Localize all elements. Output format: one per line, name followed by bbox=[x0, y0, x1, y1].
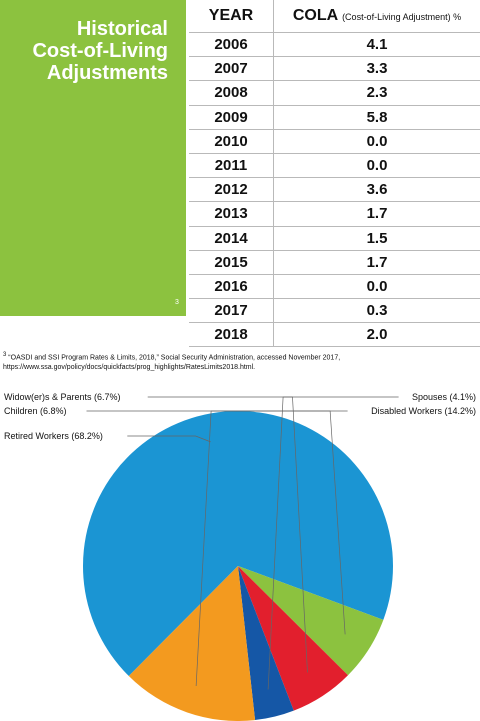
cola-cell: 3.6 bbox=[273, 177, 480, 203]
table-row: 2011 0.0 bbox=[189, 153, 480, 179]
cola-table: YEAR COLA (Cost-of-Living Adjustment) % … bbox=[189, 0, 480, 348]
slice-widowers-parents bbox=[238, 566, 348, 711]
year-header: YEAR bbox=[189, 0, 274, 33]
table-row: 2014 1.5 bbox=[189, 226, 480, 251]
footnote-text: “OASDI and SSI Program Rates & Limits, 2… bbox=[8, 354, 341, 362]
pie-chart: Retired Workers (68.2%) Children (6.8%) Wi… bbox=[4, 392, 476, 721]
year-cell: 2011 bbox=[189, 153, 274, 179]
cola-cell: 0.3 bbox=[273, 298, 480, 324]
footnote-marker-sup: 3 bbox=[3, 352, 7, 358]
pie-label: Spouses (4.1%) bbox=[412, 392, 476, 402]
cola-header: COLA (Cost-of-Living Adjustment) % bbox=[273, 0, 480, 33]
year-cell: 2010 bbox=[189, 129, 274, 154]
year-cell: 2014 bbox=[189, 226, 274, 251]
table-row: 2017 0.3 bbox=[189, 298, 480, 324]
slice-retired-workers bbox=[82, 410, 393, 676]
pie-label: Retired Workers (68.2%) bbox=[4, 431, 103, 441]
table-row: 2010 0.0 bbox=[189, 129, 480, 154]
cola-cell: 4.1 bbox=[273, 32, 480, 58]
cola-cell: 1.7 bbox=[273, 201, 480, 227]
slice-disabled-workers bbox=[128, 566, 256, 721]
cola-cell: 3.3 bbox=[273, 56, 480, 82]
table-row: 2008 2.3 bbox=[189, 80, 480, 106]
cola-cell: 1.5 bbox=[273, 226, 480, 251]
footnote-url: https://www.ssa.gov/policy/docs/quickfac… bbox=[3, 364, 256, 372]
slice-spouses bbox=[238, 566, 294, 721]
table-row: 2016 0.0 bbox=[189, 274, 480, 300]
cola-cell: 0.0 bbox=[273, 129, 480, 154]
year-cell: 2007 bbox=[189, 56, 274, 82]
table-row: 2006 4.1 bbox=[189, 32, 480, 58]
cola-cell: 0.0 bbox=[273, 153, 480, 179]
year-cell: 2008 bbox=[189, 80, 274, 106]
table-row: 2015 1.7 bbox=[189, 250, 480, 275]
year-cell: 2009 bbox=[189, 105, 274, 130]
cola-cell: 5.8 bbox=[273, 105, 480, 130]
table-row: 2012 3.6 bbox=[189, 177, 480, 203]
pie-label: Disabled Workers (14.2%) bbox=[371, 406, 476, 416]
cola-header-sublabel: (Cost-of-Living Adjustment) % bbox=[342, 12, 462, 22]
year-cell: 2015 bbox=[189, 250, 274, 275]
footnote: 3 “OASDI and SSI Program Rates & Limits,… bbox=[3, 350, 477, 373]
cola-cell: 2.0 bbox=[273, 322, 480, 348]
table-row: 2007 3.3 bbox=[189, 56, 480, 82]
pie-leader-line bbox=[195, 410, 348, 687]
year-cell: 2013 bbox=[189, 201, 274, 227]
pie-leader-line bbox=[267, 396, 399, 690]
pie-label: Children (6.8%) bbox=[4, 406, 67, 416]
pie-label: Widow(er)s & Parents (6.7%) bbox=[4, 392, 121, 402]
table-row: 2013 1.7 bbox=[189, 201, 480, 227]
table-row: 2009 5.8 bbox=[189, 105, 480, 130]
pie-leader-line bbox=[127, 435, 211, 443]
table-header-row: YEAR COLA (Cost-of-Living Adjustment) % bbox=[189, 0, 480, 33]
year-cell: 2016 bbox=[189, 274, 274, 300]
table-row: 2018 2.0 bbox=[189, 322, 480, 348]
cola-cell: 2.3 bbox=[273, 80, 480, 106]
year-cell: 2006 bbox=[189, 32, 274, 58]
cola-table-body: 2006 4.1 2007 3.3 2008 2.3 2009 5.8 2010 0.0 2011 0… bbox=[189, 32, 480, 348]
footnote-marker: 3 bbox=[175, 299, 179, 306]
year-cell: 2018 bbox=[189, 322, 274, 348]
year-cell: 2012 bbox=[189, 177, 274, 203]
panel-title: Historical Cost-of-Living Adjustments bbox=[32, 18, 168, 84]
cola-cell: 0.0 bbox=[273, 274, 480, 300]
cola-header-label: COLA bbox=[292, 7, 338, 24]
year-cell: 2017 bbox=[189, 298, 274, 324]
cola-cell: 1.7 bbox=[273, 250, 480, 275]
title-panel: Historical Cost-of-Living Adjustments 3 bbox=[0, 0, 186, 316]
slice-children bbox=[238, 566, 384, 676]
